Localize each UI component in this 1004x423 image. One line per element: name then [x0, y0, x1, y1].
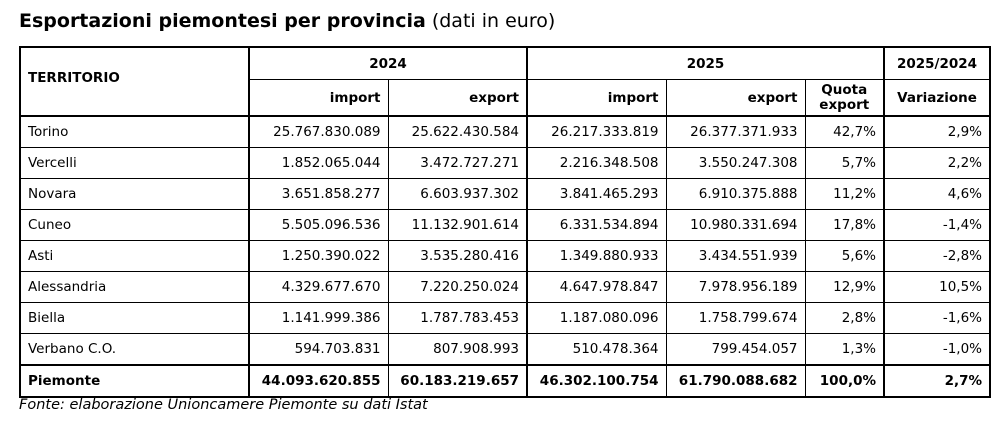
header-row-years: TERRITORIO 2024 2025 2025/2024 — [19, 46, 991, 117]
table-row: Biella 1.141.999.386 1.787.783.453 1.187… — [19, 302, 991, 334]
cell-export-2025: 3.550.247.308 — [665, 147, 806, 179]
total-variazione: 2,7% — [883, 364, 991, 398]
cell-variazione: -2,8% — [883, 240, 991, 272]
source-note: Fonte: elaborazione Unioncamere Piemonte… — [19, 397, 428, 413]
header-territorio: TERRITORIO — [19, 46, 250, 117]
title-main: Esportazioni piemontesi per provincia — [19, 10, 426, 32]
cell-export-2024: 3.535.280.416 — [387, 240, 529, 272]
quota-line-2: export — [819, 96, 870, 113]
cell-export-2024: 11.132.901.614 — [387, 209, 529, 241]
cell-quota: 5,7% — [804, 147, 886, 179]
cell-territory: Asti — [19, 240, 250, 272]
cell-export-2024: 7.220.250.024 — [387, 271, 529, 303]
cell-territory: Cuneo — [19, 209, 250, 241]
table-row: Cuneo 5.505.096.536 11.132.901.614 6.331… — [19, 209, 991, 241]
cell-quota: 5,6% — [804, 240, 886, 272]
table-row: Verbano C.O. 594.703.831 807.908.993 510… — [19, 333, 991, 366]
cell-export-2024: 3.472.727.271 — [387, 147, 529, 179]
header-year-2024: 2024 — [248, 46, 529, 80]
cell-export-2024: 25.622.430.584 — [387, 115, 529, 148]
cell-import-2025: 4.647.978.847 — [526, 271, 667, 303]
cell-import-2025: 1.349.880.933 — [526, 240, 667, 272]
cell-variazione: -1,0% — [883, 333, 991, 366]
title-unit: (dati in euro) — [425, 10, 556, 32]
total-import-2024: 44.093.620.855 — [248, 364, 389, 398]
cell-variazione: 4,6% — [883, 178, 991, 210]
header-quota-export: Quota export — [804, 79, 886, 117]
cell-variazione: 2,2% — [883, 147, 991, 179]
cell-quota: 11,2% — [804, 178, 886, 210]
table-row: Vercelli 1.852.065.044 3.472.727.271 2.2… — [19, 147, 991, 179]
cell-import-2025: 2.216.348.508 — [526, 147, 667, 179]
cell-variazione: -1,6% — [883, 302, 991, 334]
cell-import-2024: 594.703.831 — [248, 333, 389, 366]
table-row: Novara 3.651.858.277 6.603.937.302 3.841… — [19, 178, 991, 210]
cell-import-2024: 25.767.830.089 — [248, 115, 389, 148]
cell-territory: Torino — [19, 115, 250, 148]
cell-import-2024: 1.141.999.386 — [248, 302, 389, 334]
cell-import-2024: 1.250.390.022 — [248, 240, 389, 272]
cell-export-2025: 10.980.331.694 — [665, 209, 806, 241]
header-export-2025: export — [665, 79, 806, 117]
total-export-2024: 60.183.219.657 — [387, 364, 529, 398]
cell-quota: 42,7% — [804, 115, 886, 148]
cell-export-2025: 26.377.371.933 — [665, 115, 806, 148]
cell-variazione: -1,4% — [883, 209, 991, 241]
header-ratio: 2025/2024 — [883, 46, 991, 80]
cell-variazione: 10,5% — [883, 271, 991, 303]
cell-export-2025: 1.758.799.674 — [665, 302, 806, 334]
exports-table: TERRITORIO 2024 2025 2025/2024 import ex… — [19, 46, 992, 398]
table-title: Esportazioni piemontesi per provincia (d… — [19, 9, 555, 33]
table-row: Torino 25.767.830.089 25.622.430.584 26.… — [19, 115, 991, 148]
cell-territory: Alessandria — [19, 271, 250, 303]
header-row-measures: import export import export Quota export … — [20, 79, 991, 117]
cell-import-2025: 510.478.364 — [526, 333, 667, 366]
cell-import-2024: 3.651.858.277 — [248, 178, 389, 210]
cell-import-2025: 6.331.534.894 — [526, 209, 667, 241]
table-row: Alessandria 4.329.677.670 7.220.250.024 … — [19, 271, 991, 303]
cell-territory: Vercelli — [19, 147, 250, 179]
total-import-2025: 46.302.100.754 — [526, 364, 667, 398]
cell-import-2024: 4.329.677.670 — [248, 271, 389, 303]
cell-quota: 17,8% — [804, 209, 886, 241]
header-import-2025: import — [526, 79, 667, 117]
total-export-2025: 61.790.088.682 — [665, 364, 806, 398]
cell-import-2024: 1.852.065.044 — [248, 147, 389, 179]
header-variazione: Variazione — [883, 79, 991, 117]
total-quota: 100,0% — [804, 364, 886, 398]
total-row: Piemonte 44.093.620.855 60.183.219.657 4… — [19, 364, 991, 398]
header-export-2024: export — [387, 79, 529, 117]
cell-quota: 12,9% — [804, 271, 886, 303]
header-import-2024: import — [248, 79, 389, 117]
quota-line-1: Quota — [821, 81, 868, 98]
cell-export-2024: 807.908.993 — [387, 333, 529, 366]
table-row: Asti 1.250.390.022 3.535.280.416 1.349.8… — [19, 240, 991, 272]
cell-import-2024: 5.505.096.536 — [248, 209, 389, 241]
cell-territory: Verbano C.O. — [19, 333, 250, 366]
total-territory: Piemonte — [19, 364, 250, 398]
cell-territory: Novara — [19, 178, 250, 210]
cell-import-2025: 3.841.465.293 — [526, 178, 667, 210]
cell-quota: 1,3% — [804, 333, 886, 366]
cell-export-2024: 1.787.783.453 — [387, 302, 529, 334]
header-year-2025: 2025 — [526, 46, 886, 80]
cell-export-2025: 6.910.375.888 — [665, 178, 806, 210]
cell-export-2024: 6.603.937.302 — [387, 178, 529, 210]
cell-variazione: 2,9% — [883, 115, 991, 148]
cell-import-2025: 26.217.333.819 — [526, 115, 667, 148]
cell-territory: Biella — [19, 302, 250, 334]
cell-quota: 2,8% — [804, 302, 886, 334]
cell-export-2025: 3.434.551.939 — [665, 240, 806, 272]
cell-export-2025: 799.454.057 — [665, 333, 806, 366]
cell-export-2025: 7.978.956.189 — [665, 271, 806, 303]
cell-import-2025: 1.187.080.096 — [526, 302, 667, 334]
